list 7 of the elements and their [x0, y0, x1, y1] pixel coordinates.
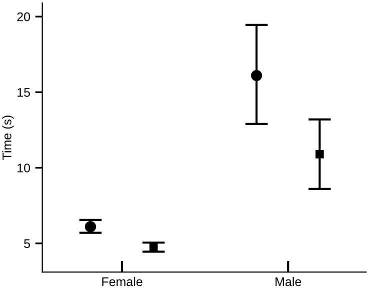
y-tick-label: 15	[18, 88, 30, 97]
y-axis-title: Time (s)	[2, 116, 14, 160]
y-tick-label: 20	[17, 12, 30, 22]
y-tick-label: 10	[18, 164, 30, 172]
x-tick-label: Male	[276, 276, 302, 286]
x-tick-label: Female	[102, 276, 142, 286]
y-tick-label: 5	[24, 239, 30, 248]
